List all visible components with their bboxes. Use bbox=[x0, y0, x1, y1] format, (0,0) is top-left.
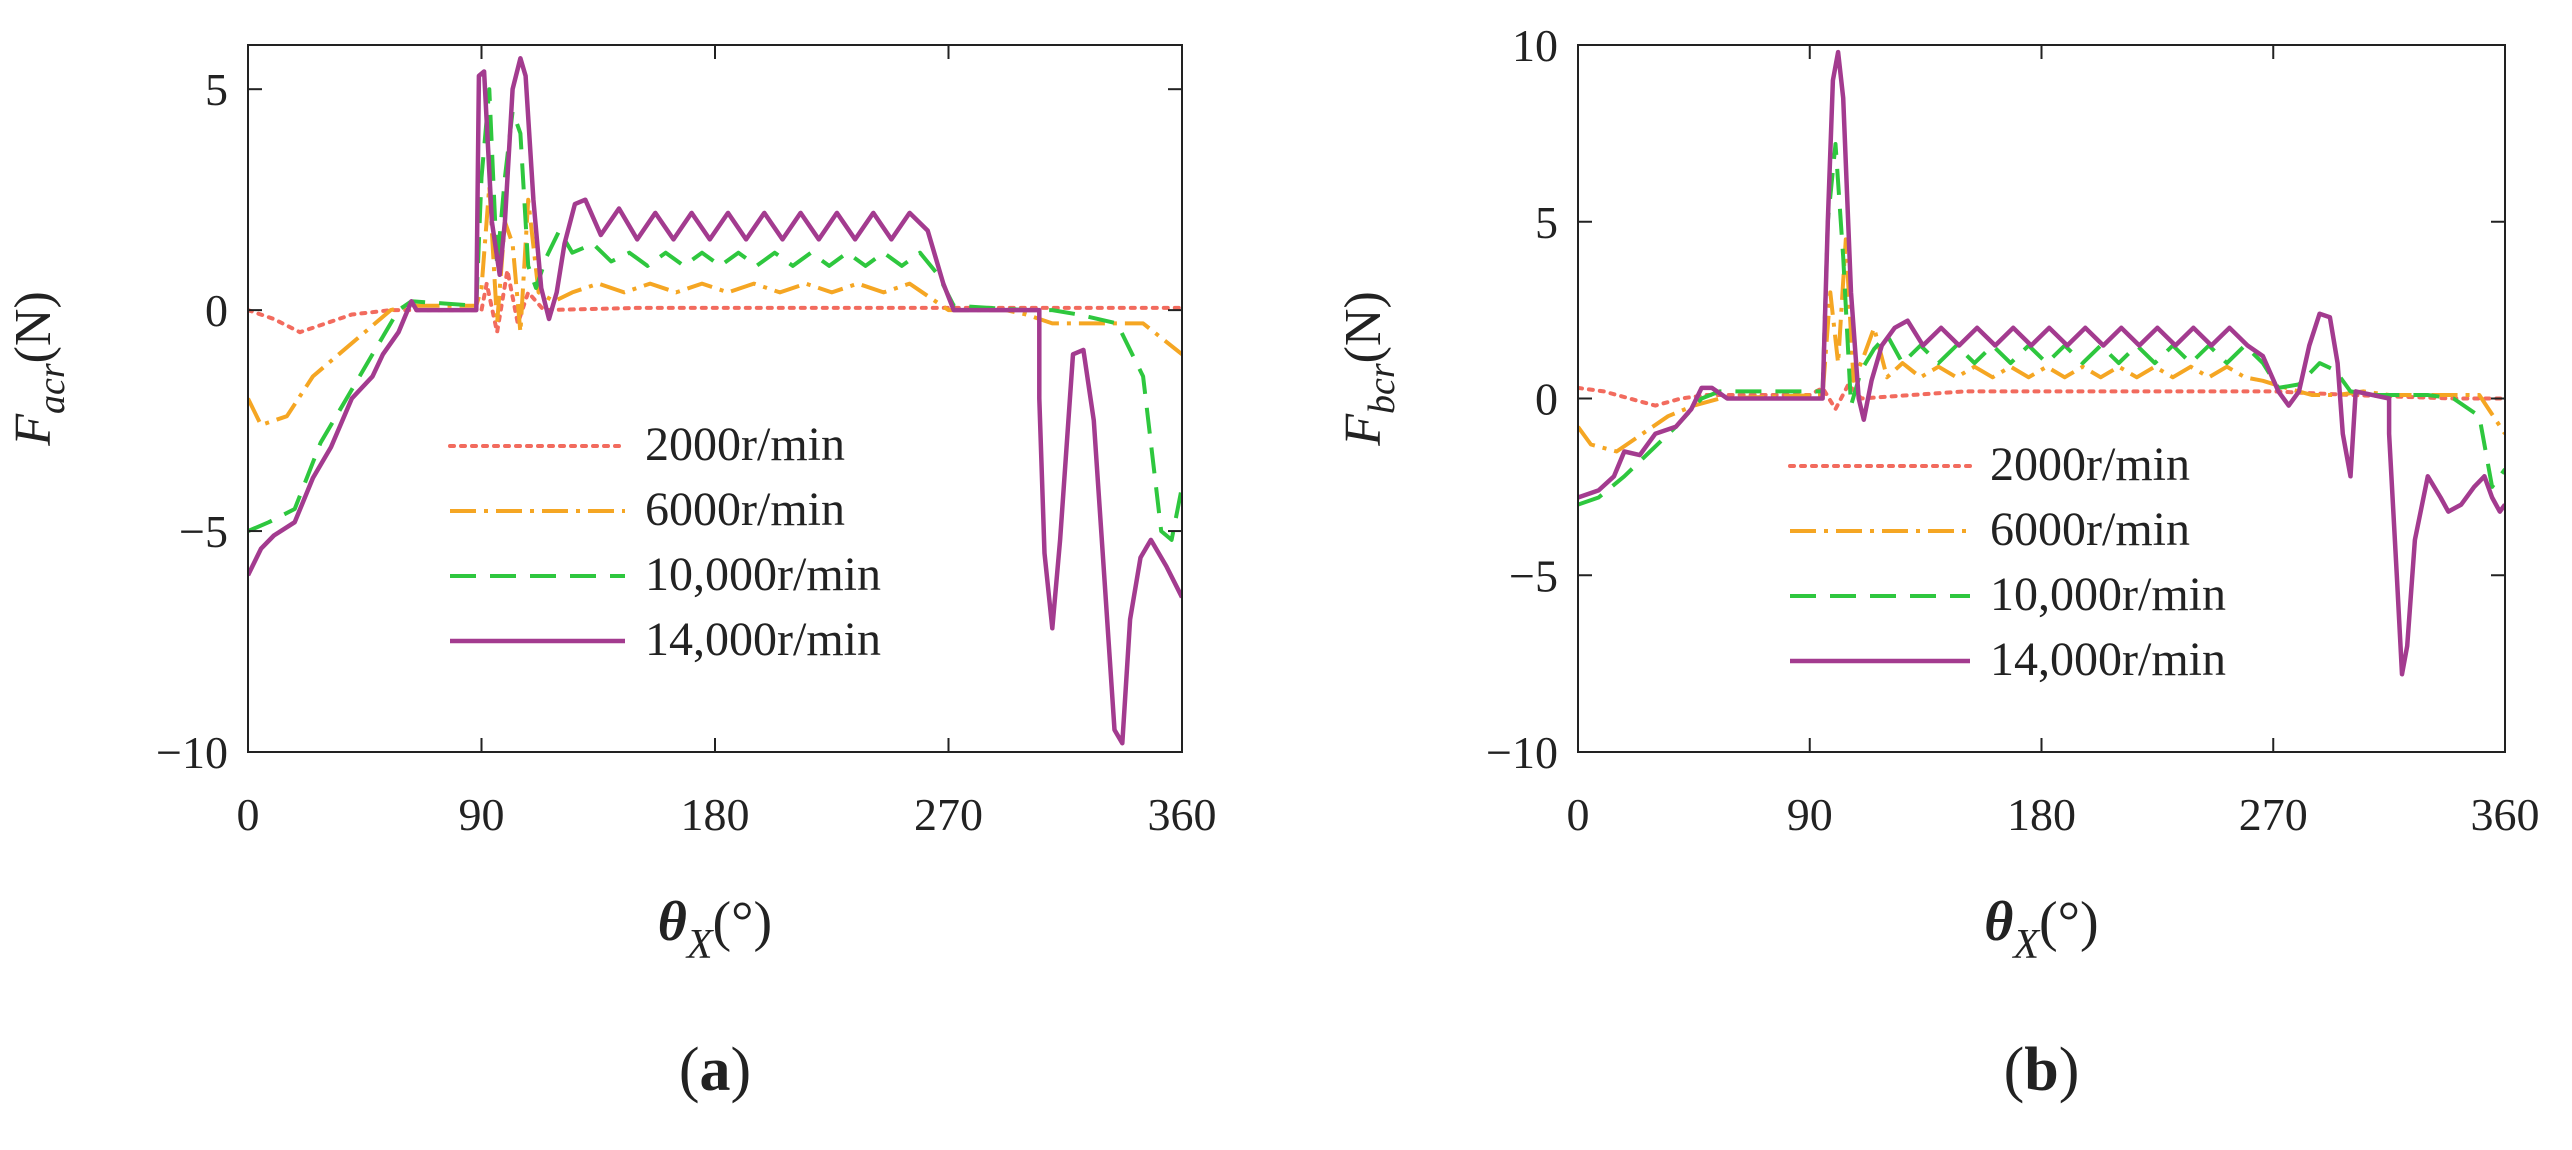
x-tick-label: 0 bbox=[237, 789, 260, 840]
series-line-1 bbox=[248, 184, 1182, 427]
y-tick-label: 5 bbox=[1535, 197, 1558, 248]
y-axis-label: Facr(N) bbox=[5, 291, 73, 447]
y-tick-label: 5 bbox=[205, 64, 228, 115]
x-tick-label: 180 bbox=[2007, 789, 2076, 840]
panel-label: (b) bbox=[2004, 1036, 2080, 1104]
y-tick-label: 0 bbox=[1535, 374, 1558, 425]
legend-entry: 6000r/min bbox=[645, 483, 845, 536]
y-axis-label: Fbcr(N) bbox=[1335, 291, 1403, 447]
legend-entry: 6000r/min bbox=[1990, 503, 2190, 556]
x-tick-label: 270 bbox=[2239, 789, 2308, 840]
x-axis-label: θX(°) bbox=[1984, 891, 2098, 968]
x-tick-label: 90 bbox=[1787, 789, 1833, 840]
x-tick-label: 360 bbox=[1148, 789, 1217, 840]
series-line-1 bbox=[1578, 237, 2505, 454]
x-tick-label: 180 bbox=[681, 789, 750, 840]
legend: 2000r/min 6000r/min 10,000r/min 14,000r/min bbox=[448, 418, 881, 666]
series-line-0 bbox=[248, 268, 1182, 335]
series-line-3 bbox=[1578, 49, 2505, 677]
legend-entry: 14,000r/min bbox=[1990, 633, 2226, 686]
legend: 2000r/min 6000r/min 10,000r/min 14,000r/min bbox=[1788, 438, 2226, 686]
y-tick-label: 10 bbox=[1512, 20, 1558, 71]
chart-panel-a: 0 90 180 270 360 −10 −5 0 5 Facr(N) θX(°) 2000r/min… bbox=[5, 44, 1217, 1104]
y-tick-label: 0 bbox=[205, 285, 228, 336]
legend-entry: 10,000r/min bbox=[645, 548, 881, 601]
x-tick-label: 360 bbox=[2471, 789, 2540, 840]
legend-entry: 14,000r/min bbox=[645, 613, 881, 666]
y-tick-label: −5 bbox=[179, 506, 228, 557]
series-group bbox=[248, 56, 1182, 746]
legend-entry: 2000r/min bbox=[645, 418, 845, 471]
x-axis-label: θX(°) bbox=[658, 891, 772, 968]
series-line-3 bbox=[248, 56, 1182, 746]
y-tick-label: −5 bbox=[1509, 550, 1558, 601]
series-group bbox=[1578, 49, 2505, 677]
legend-entry: 2000r/min bbox=[1990, 438, 2190, 491]
y-tick-label: −10 bbox=[1486, 727, 1558, 778]
y-tick-label: −10 bbox=[156, 727, 228, 778]
x-tick-label: 0 bbox=[1567, 789, 1590, 840]
series-line-0 bbox=[1578, 382, 2505, 412]
legend-entry: 10,000r/min bbox=[1990, 568, 2226, 621]
chart-panel-b: 0 90 180 270 360 −10 −5 0 5 10 Fbcr(N) θX(°) 2000r/m… bbox=[1335, 20, 2540, 1104]
x-tick-label: 90 bbox=[459, 789, 505, 840]
panel-label: (a) bbox=[679, 1036, 751, 1104]
x-tick-label: 270 bbox=[914, 789, 983, 840]
